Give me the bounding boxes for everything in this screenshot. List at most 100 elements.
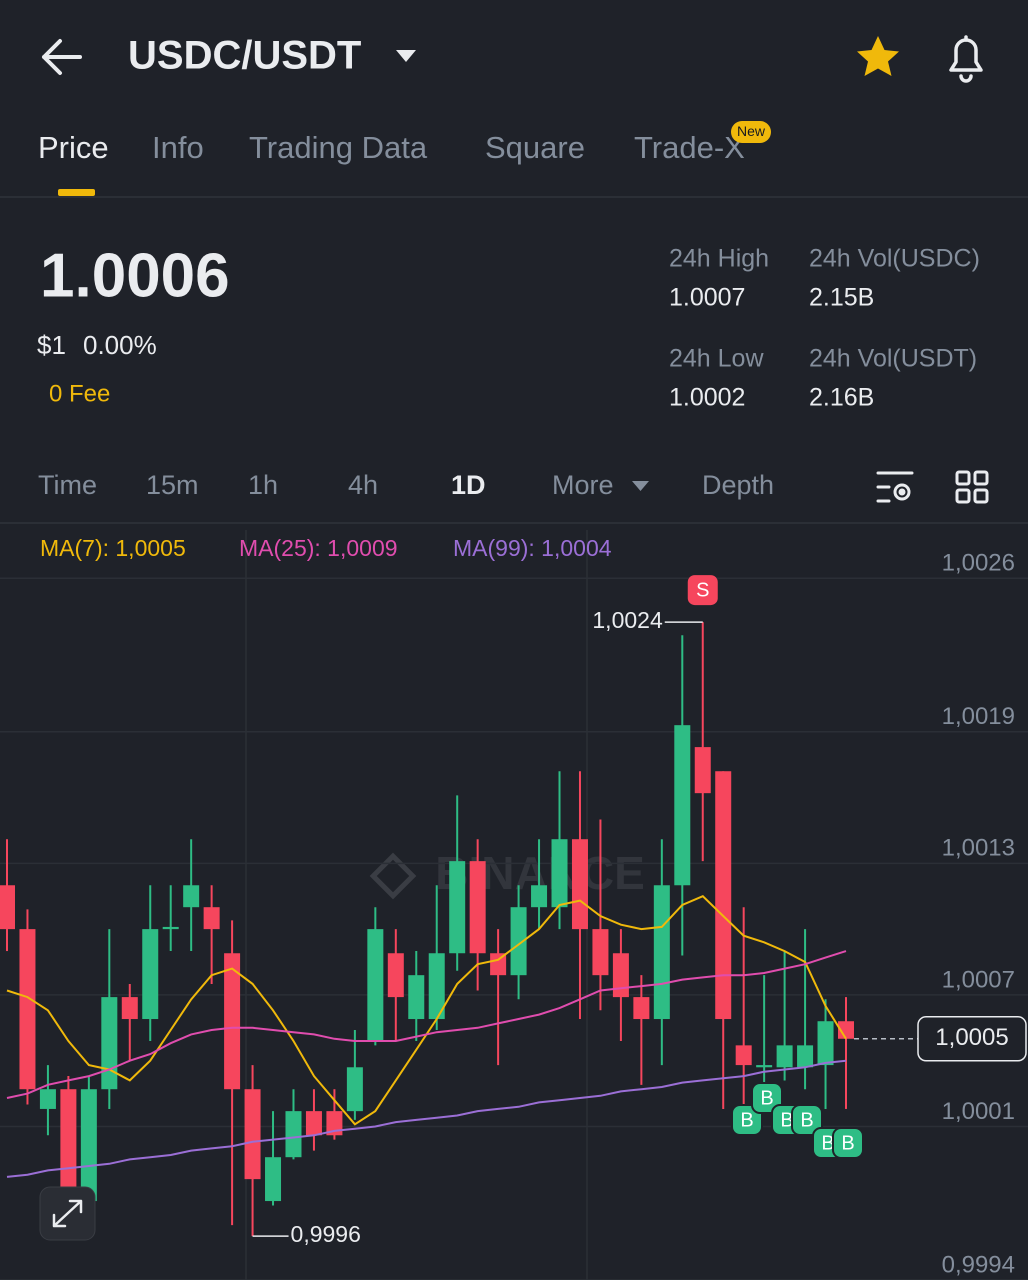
layout-button[interactable]: [955, 470, 989, 504]
y-tick-label: 1,0001: [942, 1098, 1015, 1125]
buy-marker: [832, 1127, 864, 1159]
legend-entry: MA(99): 1,0004: [453, 535, 612, 561]
candle-body: [756, 1065, 773, 1068]
price-change: 0.00%: [83, 330, 157, 360]
new-badge-label: New: [737, 123, 766, 139]
y-tick-label: 1,0019: [942, 703, 1015, 730]
candle-body: [612, 953, 629, 998]
stat-value: 2.16B: [809, 384, 874, 412]
candle-body: [674, 725, 691, 886]
stat-value: 1.0007: [669, 284, 745, 312]
candle-body: [326, 1111, 343, 1136]
y-tick-label: 1,0007: [942, 966, 1015, 993]
candle-body: [121, 997, 138, 1020]
notification-bell[interactable]: [949, 35, 983, 83]
candle-body: [162, 926, 179, 930]
candle-body: [817, 1021, 834, 1066]
fullscreen-icon: [52, 1199, 83, 1228]
candle-body: [101, 997, 118, 1090]
tab[interactable]: Info: [152, 130, 204, 165]
interval-option[interactable]: 1h: [248, 470, 278, 500]
interval-option[interactable]: 4h: [348, 470, 378, 500]
buy-marker-label: B: [821, 1132, 834, 1154]
candle-body: [694, 747, 711, 794]
interval-option[interactable]: Depth: [702, 470, 774, 500]
candle-body: [39, 1089, 56, 1109]
buy-marker-label: B: [740, 1109, 753, 1131]
candle-body: [510, 907, 527, 976]
pair-dropdown[interactable]: [396, 50, 416, 62]
tab[interactable]: Trading Data: [249, 130, 428, 165]
y-tick-label: 1,0026: [942, 550, 1015, 577]
candle-body: [449, 861, 466, 954]
buy-marker: [731, 1104, 763, 1136]
interval-option[interactable]: Time: [38, 470, 97, 500]
buy-marker: [751, 1082, 783, 1114]
candle-body: [633, 997, 650, 1020]
high-label: 1,0024: [592, 607, 663, 633]
candle-body: [551, 839, 568, 908]
buy-marker-label: B: [760, 1087, 773, 1109]
tab[interactable]: Square: [485, 130, 585, 165]
interval-option[interactable]: More: [552, 470, 614, 500]
tab[interactable]: Trade-X: [634, 130, 745, 165]
stat-label: 24h Vol(USDC): [809, 245, 980, 273]
last-price-tag: [917, 1016, 1027, 1062]
tab[interactable]: Price: [38, 130, 109, 165]
candle-body: [80, 1089, 97, 1202]
new-badge: [731, 121, 771, 143]
buy-marker-label: B: [841, 1132, 854, 1154]
candle-body: [60, 1089, 77, 1191]
interval-option[interactable]: 15m: [146, 470, 199, 500]
watermark-logo: [369, 852, 417, 900]
sell-marker-label: S: [696, 579, 709, 601]
candle-body: [285, 1111, 302, 1158]
moving-average-line: [6, 1059, 847, 1178]
low-label: 0,9996: [291, 1221, 361, 1247]
last-price-label: 1,0005: [935, 1024, 1008, 1051]
candle-body: [531, 885, 548, 908]
stat-label: 24h Low: [669, 345, 764, 373]
candle-body: [408, 975, 425, 1020]
candlestick-chart: 1,0026 1,0019 1,0013 1,0007 1,0001 0,9994 MA(7…: [0, 535, 1028, 1280]
candle-body: [469, 861, 486, 954]
candle-body: [0, 885, 15, 930]
legend-entry: MA(7): 1,0005: [40, 535, 186, 561]
candle-body: [838, 1021, 854, 1039]
y-tick-label: 0,9994: [942, 1251, 1015, 1278]
buy-marker: [791, 1104, 823, 1136]
back-button[interactable]: [42, 39, 82, 75]
favorite-star[interactable]: [857, 36, 899, 76]
candle-body: [142, 929, 159, 1020]
candle-body: [735, 1045, 752, 1066]
legend-entry: MA(25): 1,0009: [239, 535, 398, 561]
candle-body: [224, 953, 241, 1090]
candle-body: [203, 907, 220, 930]
y-tick-label: 1,0013: [942, 835, 1015, 862]
pair-title[interactable]: USDC/USDT: [128, 34, 361, 78]
moving-average-line: [6, 950, 847, 1099]
interval-option[interactable]: 1D: [451, 470, 486, 500]
stat-value: 2.15B: [809, 284, 874, 312]
candle-body: [387, 953, 404, 998]
candle-body: [653, 885, 670, 1020]
candle-body: [265, 1157, 282, 1202]
buy-marker-label: B: [800, 1109, 813, 1131]
stat-value: 1.0002: [669, 384, 745, 412]
sell-marker: [687, 575, 718, 606]
chart-settings-button[interactable]: [876, 471, 914, 503]
more-dropdown[interactable]: [632, 481, 649, 491]
fee-label: 0 Fee: [49, 380, 110, 407]
divider: [0, 196, 1028, 198]
last-price: 1.0006: [40, 241, 230, 310]
stat-label: 24h Vol(USDT): [809, 345, 977, 373]
candle-body: [346, 1067, 363, 1112]
divider: [0, 522, 1028, 524]
candle-body: [490, 953, 507, 976]
candle-body: [592, 929, 609, 976]
candle-body: [19, 929, 36, 1090]
candle-body: [428, 953, 445, 1020]
